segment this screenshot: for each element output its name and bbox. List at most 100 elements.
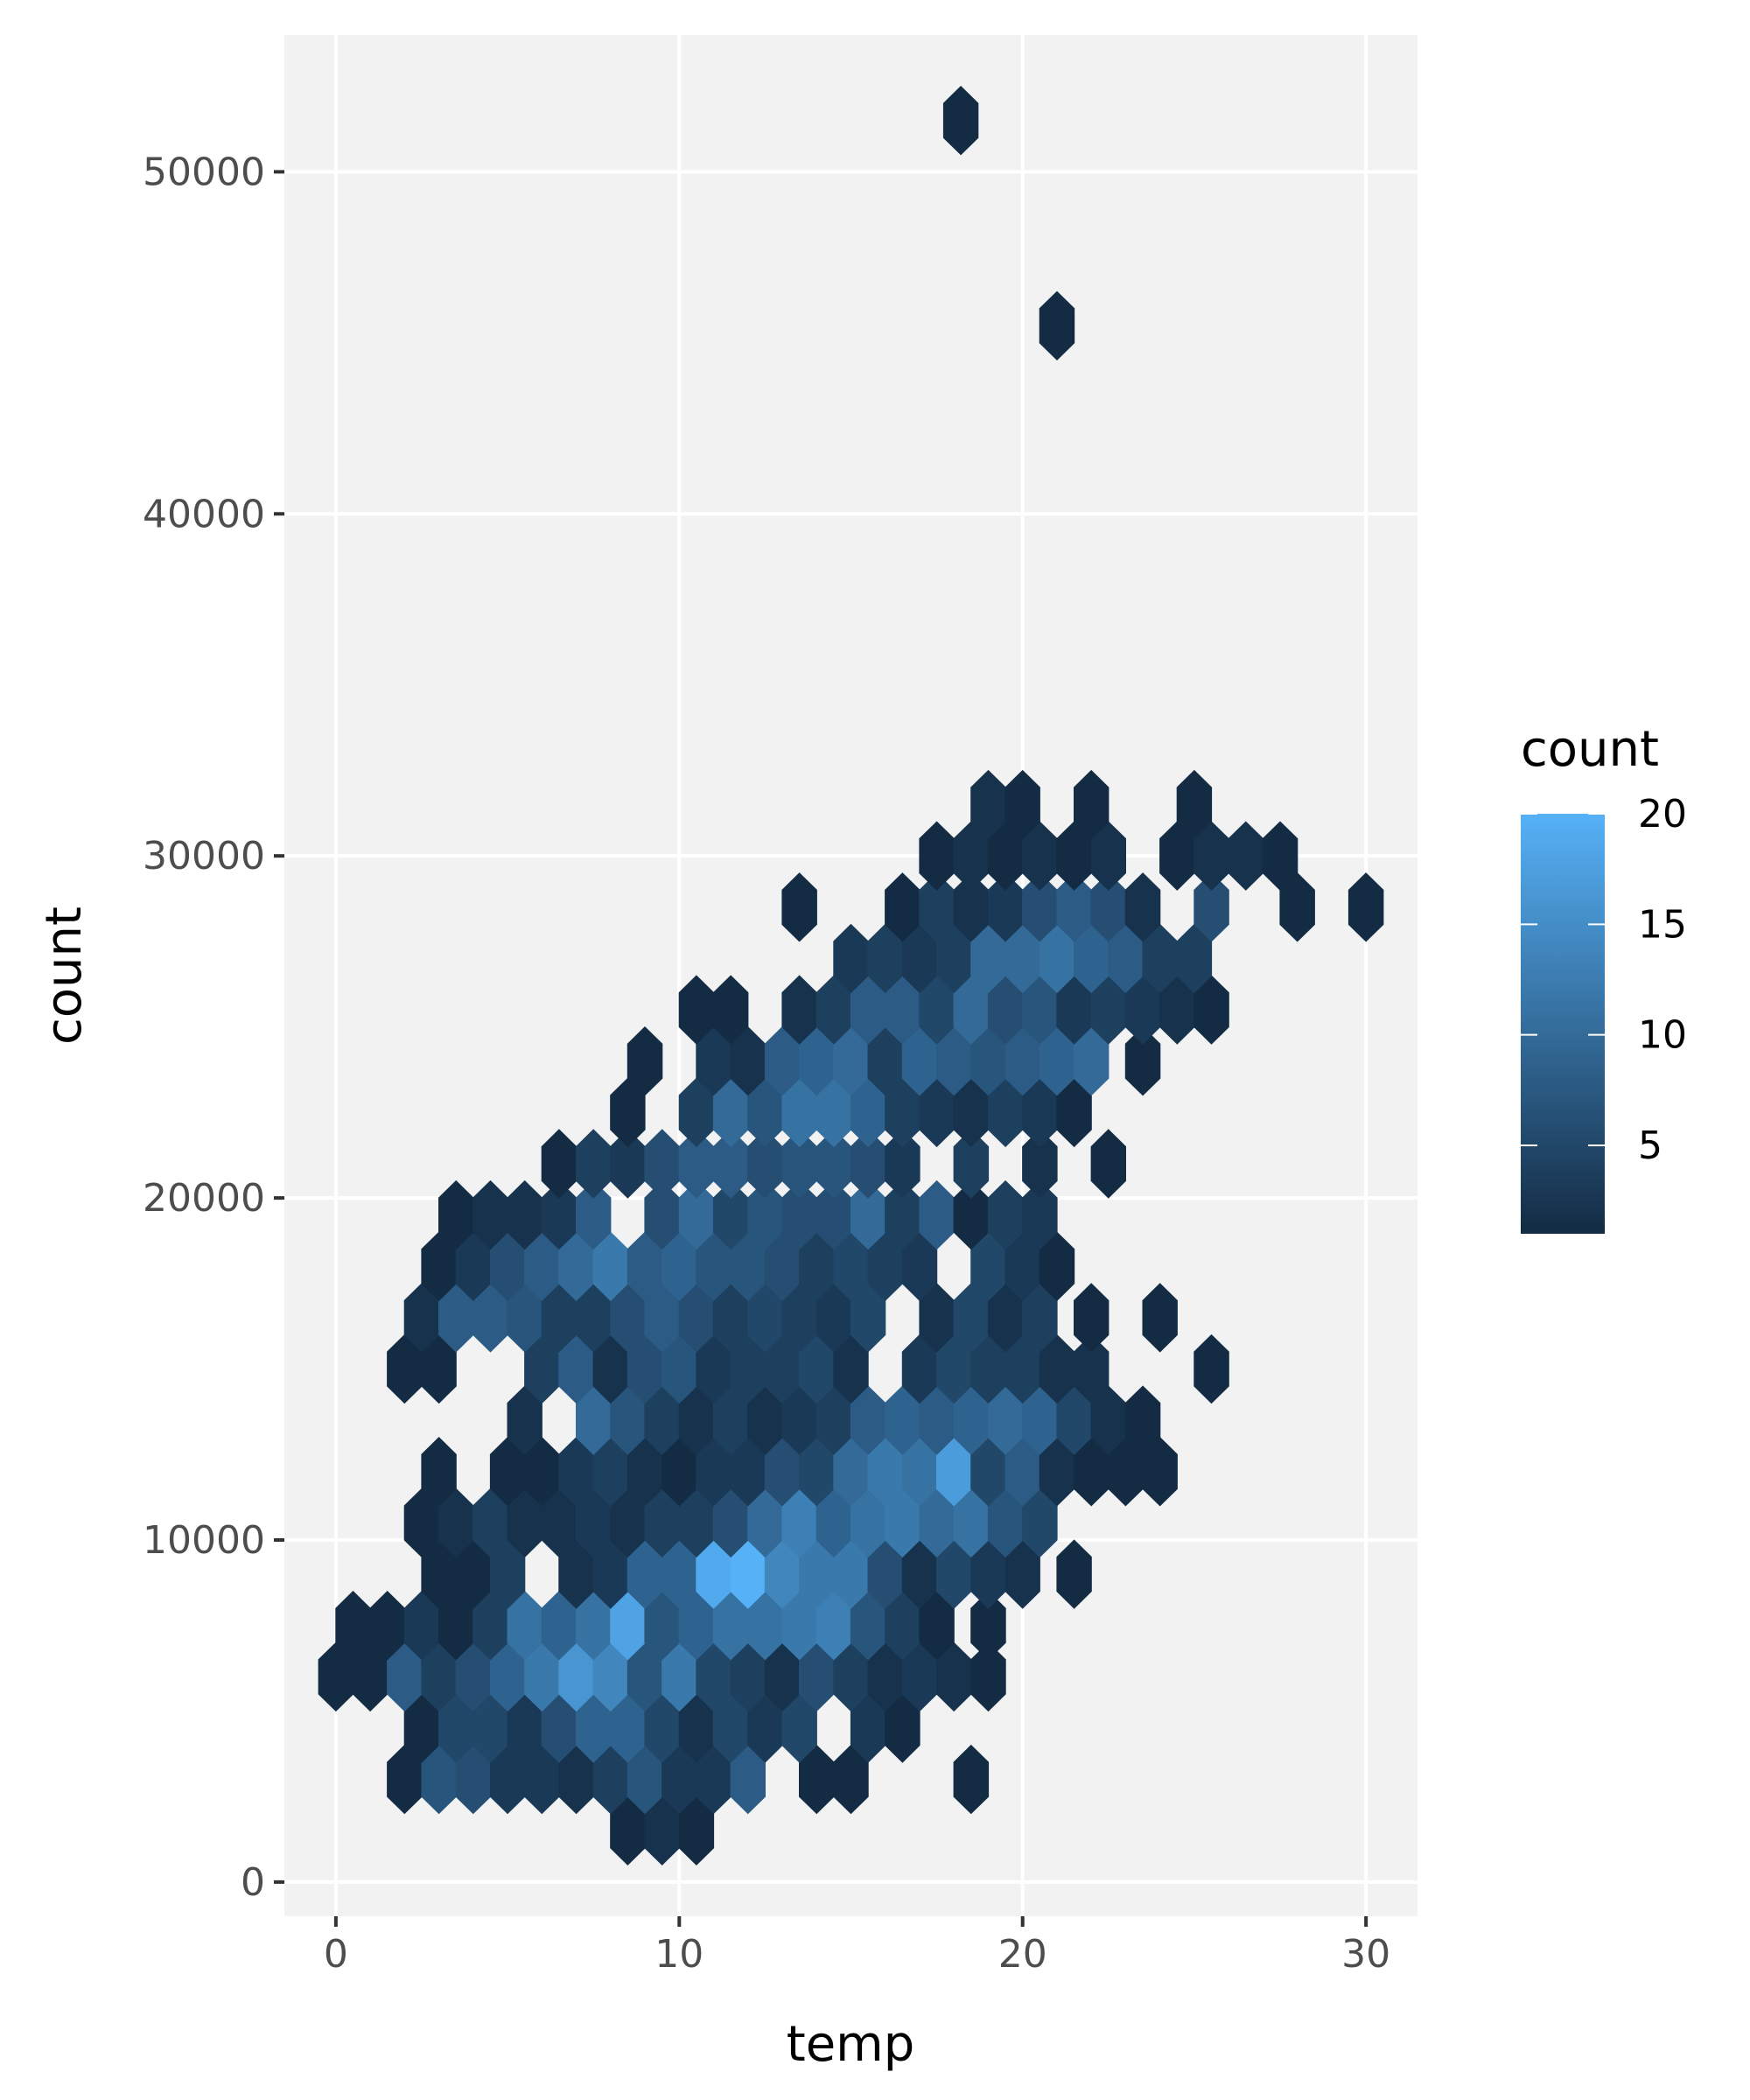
hex-bin: [885, 1488, 920, 1558]
hex-bin: [369, 1591, 405, 1661]
hex-bin: [662, 1642, 697, 1712]
hex-bin: [610, 1591, 646, 1661]
hex-bin: [1004, 923, 1040, 994]
hex-bin: [953, 1129, 990, 1199]
hex-bin: [816, 1129, 852, 1199]
hex-bin: [1022, 1488, 1058, 1558]
hex-bin: [438, 1693, 474, 1763]
hex-bin: [576, 1385, 612, 1455]
hex-bin: [1124, 975, 1161, 1045]
hex-bin: [730, 1026, 766, 1096]
hex-bin: [1004, 1437, 1040, 1507]
hex-bin: [438, 1591, 474, 1661]
hex-bin: [850, 1129, 886, 1199]
hex-bin: [867, 1231, 903, 1301]
hex-bin: [1159, 975, 1195, 1045]
hex-bin: [833, 1539, 869, 1609]
hex-bin: [1022, 872, 1058, 942]
hex-bin: [901, 1539, 938, 1609]
hex-bin: [712, 1591, 749, 1661]
hex-bin: [970, 1026, 1006, 1096]
hex-bin: [816, 1077, 852, 1148]
hex-bin: [1074, 1437, 1110, 1507]
hex-bin: [781, 1077, 817, 1148]
hex-bin: [1039, 1231, 1075, 1301]
hex-bin: [1004, 769, 1040, 840]
hex-bin: [610, 1283, 646, 1353]
hex-bin: [936, 1334, 972, 1404]
hex-bin: [936, 1026, 972, 1096]
hex-bin: [1262, 821, 1298, 891]
hex-bin: [592, 1231, 628, 1301]
hex-bin: [730, 1231, 766, 1301]
hex-bin: [816, 975, 852, 1045]
hex-bin: [781, 1283, 817, 1353]
hex-bin: [421, 1437, 457, 1507]
legend-label: 20: [1638, 792, 1687, 836]
hex-bin: [644, 1591, 680, 1661]
hex-bin: [885, 1129, 920, 1199]
hex-bin: [507, 1488, 542, 1558]
hex-bin: [610, 1077, 646, 1148]
hex-bin: [970, 1591, 1006, 1661]
hex-bin: [987, 1180, 1024, 1250]
hex-bin: [919, 1077, 955, 1148]
hex-bin: [352, 1642, 388, 1712]
hex-bin: [524, 1744, 560, 1815]
hex-bin: [1228, 821, 1264, 891]
hex-bin: [987, 1283, 1024, 1353]
hex-bin: [507, 1180, 542, 1250]
hex-bin: [712, 1488, 749, 1558]
hex-bin: [662, 1744, 697, 1815]
hex-bin: [438, 1283, 474, 1353]
hex-bin: [524, 1437, 560, 1507]
hex-bin: [1022, 1077, 1058, 1148]
hex-bin: [901, 1026, 938, 1096]
hex-bin: [455, 1539, 492, 1609]
hex-bin: [1039, 1026, 1075, 1096]
hex-bin: [524, 1334, 560, 1404]
hex-bin: [781, 1591, 817, 1661]
hex-bin: [764, 1334, 801, 1404]
hex-bin: [885, 872, 920, 942]
hex-bin: [1056, 1385, 1092, 1455]
hex-bin: [799, 1642, 835, 1712]
hex-bin: [558, 1231, 594, 1301]
hex-bin: [472, 1283, 508, 1353]
x-tick-label: 20: [998, 1932, 1047, 1977]
hex-bin: [696, 1539, 732, 1609]
hex-bin: [953, 1283, 990, 1353]
hex-bin: [1074, 1026, 1110, 1096]
hex-bin: [678, 1129, 715, 1199]
hex-bin: [850, 1077, 886, 1148]
hex-bin: [421, 1744, 457, 1815]
hex-bin: [1194, 975, 1229, 1045]
hex-bin: [970, 1231, 1006, 1301]
hex-bin: [970, 1437, 1006, 1507]
y-tick-label: 50000: [143, 150, 265, 194]
hex-bin: [541, 1488, 578, 1558]
hex-bin: [626, 1744, 663, 1815]
hex-bin: [644, 1693, 680, 1763]
hex-bin: [489, 1642, 526, 1712]
legend-label: 5: [1638, 1124, 1662, 1168]
hex-bin: [489, 1437, 526, 1507]
hex-bin: [541, 1180, 578, 1250]
hex-bin: [850, 1180, 886, 1250]
hex-bin: [799, 1539, 835, 1609]
hex-bin: [558, 1642, 594, 1712]
hex-bin: [781, 975, 817, 1045]
hex-bin: [1090, 872, 1126, 942]
hex-bin: [626, 1231, 663, 1301]
hex-bin: [833, 923, 869, 994]
hex-bin: [678, 1591, 715, 1661]
hex-bin: [696, 1437, 732, 1507]
hex-bin: [730, 1334, 766, 1404]
hex-bin: [592, 1642, 628, 1712]
hex-bin: [1074, 769, 1110, 840]
hex-bin: [901, 1642, 938, 1712]
hex-bin: [970, 1539, 1006, 1609]
hex-bin: [1039, 290, 1075, 360]
hex-bin: [781, 872, 817, 942]
hex-bin: [1004, 1334, 1040, 1404]
